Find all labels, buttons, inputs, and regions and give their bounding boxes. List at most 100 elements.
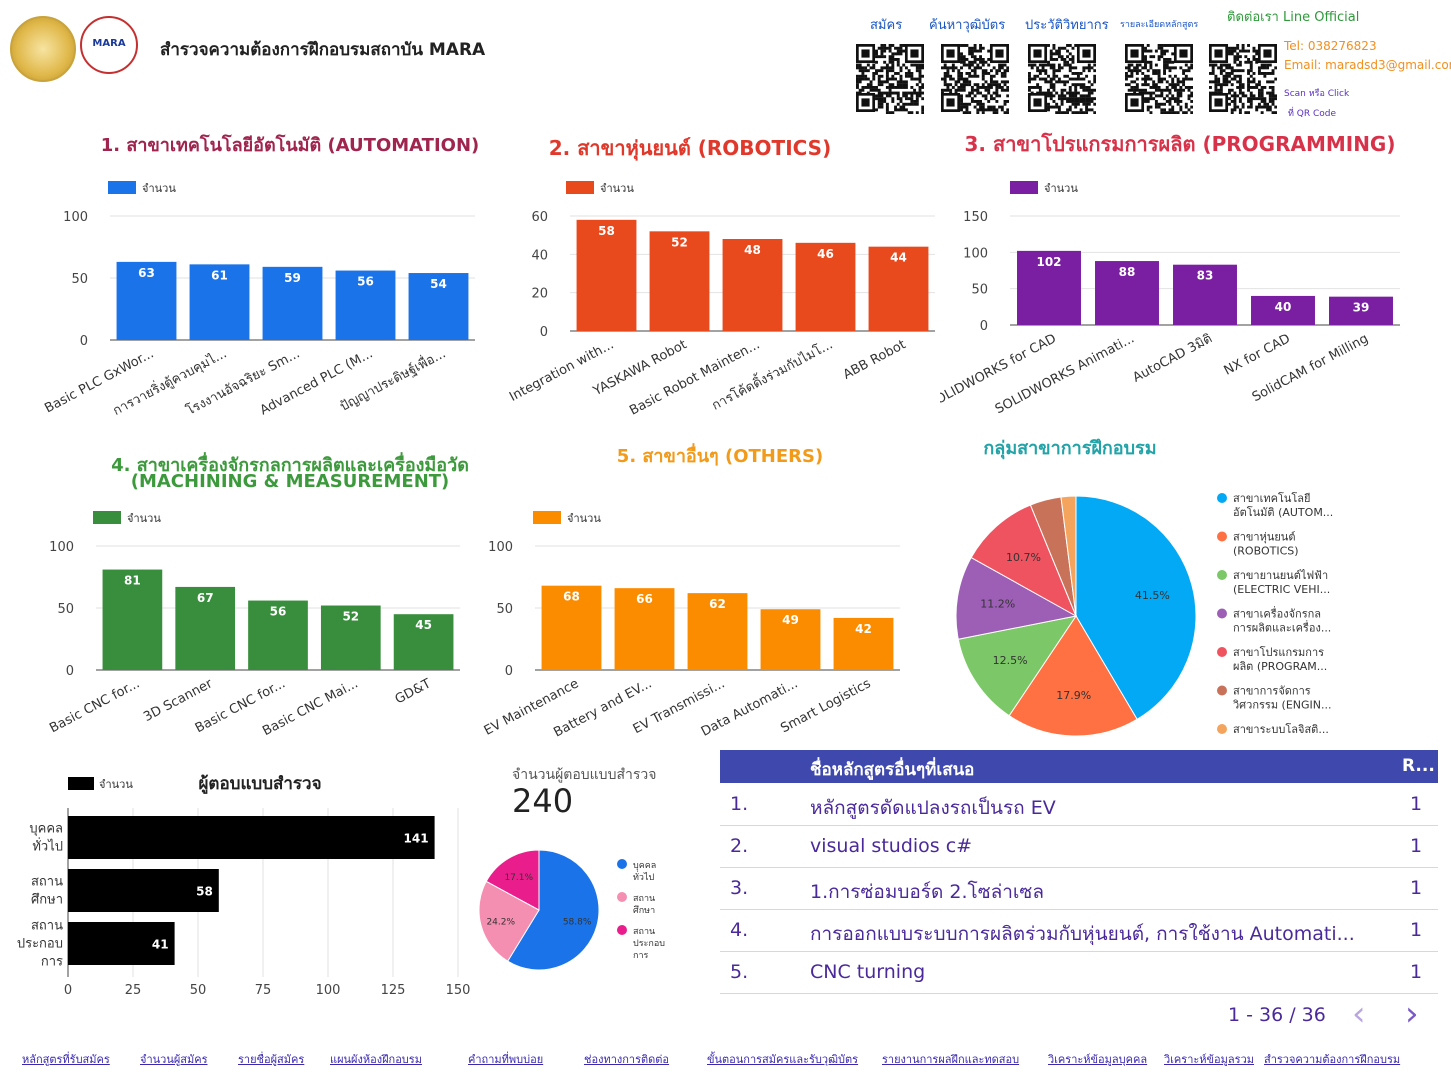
pie-slice[interactable] [970,504,1078,618]
qr-code-certificate[interactable] [941,44,1009,114]
pagination-prev-button[interactable]: ‹ [1352,994,1366,1034]
bar[interactable] [722,239,783,331]
footer-link-room-map[interactable]: แผนผังห้องฝึกอบรม [330,1053,422,1066]
bar[interactable] [1017,250,1081,325]
bar[interactable] [335,270,396,340]
pie-slice[interactable] [506,849,600,971]
bar[interactable] [649,231,710,331]
pie-slice-label: 10.7% [1006,551,1041,564]
y-tick-label: การ [41,955,63,970]
footer-link-person-analysis[interactable]: วิเคราะห์ข้อมูลบุคคล [1048,1053,1148,1066]
bar[interactable] [1173,264,1237,325]
bar[interactable] [541,585,602,670]
pie-slice[interactable] [1060,495,1077,617]
bar[interactable] [408,273,469,340]
x-tick-label: Basic Robot Mainten... [627,337,762,418]
bar-value-label: 59 [284,271,301,285]
bar[interactable] [248,600,308,670]
legend-label: (ELECTRIC VEHI... [1233,583,1330,596]
x-tick-label: ABB Robot [841,337,909,382]
table-row: 5. CNC turning 1 [720,951,1438,994]
scorecard-label: จำนวนผู้ตอบแบบสำรวจ [512,767,657,783]
pie-slice-label: 58.8% [563,918,592,928]
bar[interactable] [102,569,163,670]
footer-link-training-report[interactable]: รายงานการผลฝึกและทดสอบ [882,1053,1020,1066]
footer-link-survey[interactable]: สำรวจความต้องการฝึกอบรม [1264,1053,1401,1066]
table-header-name[interactable]: ชื่อหลักสูตรอื่นๆที่เสนอ [810,760,975,780]
qr-code-line[interactable] [1209,44,1277,114]
bar-value-label: 39 [1353,301,1370,315]
bar[interactable] [576,219,637,331]
pie-slice[interactable] [478,880,540,962]
bar-value-label: 62 [709,597,726,611]
bar[interactable] [393,614,454,670]
pie-slice-label: 24.2% [486,917,515,927]
pie-slice[interactable] [957,615,1078,717]
bar[interactable] [760,609,821,670]
table-row-count: 1 [1410,877,1423,899]
legend-dot [1217,493,1227,503]
bar[interactable] [1251,295,1315,325]
y-tick-label: ศึกษา [31,893,63,908]
bar[interactable] [614,588,675,670]
y-tick-label: สถาน [31,875,63,890]
x-tick-label: 150 [446,983,471,998]
legend-label: สาขาเทคโนโลยี [1233,491,1310,505]
x-tick-label: AutoCAD 3มิติ [1130,331,1214,385]
bar[interactable] [1329,296,1393,325]
nav-link-certificate[interactable]: ค้นหาวุฒิบัตร [929,18,1006,33]
table-header-count[interactable]: R... [1402,756,1435,776]
qr-code-apply[interactable] [856,44,924,114]
chart-title-programming: 3. สาขาโปรแกรมการผลิต (PROGRAMMING) [964,132,1396,156]
pie-slice[interactable] [1075,495,1197,720]
legend-label: จำนวน [567,512,601,525]
bar[interactable] [833,617,894,670]
pie-slice[interactable] [955,556,1078,640]
footer-link-applicant-list[interactable]: รายชื่อผู้สมัคร [238,1053,305,1066]
qr-code-instructors[interactable] [1028,44,1096,114]
nav-link-instructors[interactable]: ประวัติวิทยากร [1025,18,1109,33]
bar[interactable] [262,266,323,340]
pie-slice[interactable] [1008,615,1138,737]
legend-dot [1217,685,1227,696]
footer-link-total-analysis[interactable]: วิเคราะห์ข้อมูลรวม [1164,1053,1254,1066]
legend-dot [1217,531,1227,542]
chart-title-machining: 4. สาขาเครื่องจักรกลการผลิตและเครื่องมือ… [111,455,469,476]
bar[interactable] [68,922,175,965]
bar-value-label: 141 [404,832,429,846]
bar[interactable] [175,586,236,670]
legend-label: สาขาการจัดการ [1233,685,1311,698]
bar[interactable] [68,816,435,859]
legend-label: ผลิต (PROGRAM... [1233,660,1327,673]
chart-title-respondents: ผู้ตอบแบบสำรวจ [198,774,321,795]
legend-label: จำนวน [600,182,634,195]
bar[interactable] [116,261,177,340]
qr-code-course-details[interactable] [1125,44,1193,114]
pie-slice[interactable] [485,849,540,911]
footer-link-apply-steps[interactable]: ขั้นตอนการสมัครและรับวุฒิบัตร [707,1053,859,1066]
bar[interactable] [68,869,219,912]
x-tick-label: 25 [125,983,142,998]
y-tick-label: 0 [540,325,548,340]
bar[interactable] [868,246,929,331]
footer-link-faq[interactable]: คำถามที่พบบ่อย [468,1053,544,1066]
bar[interactable] [687,593,748,670]
chart-title-machining-line2: (MACHINING & MEASUREMENT) [130,471,450,492]
bar[interactable] [795,242,856,331]
contact-tel: Tel: 038276823 [1284,39,1377,53]
scan-note: Scan หรือ Click [1284,89,1350,99]
nav-link-course-details[interactable]: รายละเอียดหลักสูตร [1120,20,1199,30]
bar[interactable] [1095,261,1159,325]
bar[interactable] [189,264,250,340]
nav-link-apply[interactable]: สมัคร [870,18,903,33]
bar-chart-respondents: 0 25 50 75 100 125 150 จำนวน ผู้ตอบแบบสำรวจ 141 บุ… [17,774,471,998]
contact-email[interactable]: Email: maradsd3@gmail.com [1284,58,1451,72]
y-tick-label: 40 [531,248,548,263]
pagination-next-button[interactable]: › [1405,994,1419,1034]
bar-value-label: 63 [138,266,155,280]
x-tick-label: 75 [255,983,272,998]
footer-link-courses[interactable]: หลักสูตรที่รับสมัคร [22,1053,110,1066]
footer-link-applicant-count[interactable]: จำนวนผู้สมัคร [140,1053,208,1066]
bar[interactable] [320,605,381,670]
footer-link-contact[interactable]: ช่องทางการติดต่อ [584,1053,670,1066]
